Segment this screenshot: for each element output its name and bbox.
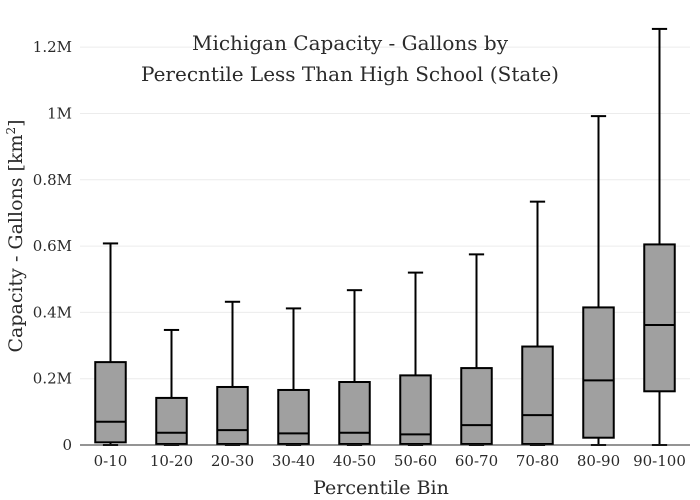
y-axis-title-superscript: 2: [4, 127, 18, 135]
box-40-50: [338, 289, 371, 446]
interquartile-box: [643, 243, 676, 393]
box-30-40: [277, 307, 310, 446]
x-tick-label: 70-80: [516, 452, 559, 470]
y-tick-label: 0.6M: [33, 237, 72, 255]
interquartile-box: [460, 367, 493, 446]
y-axis-title-main: Capacity - Gallons [km: [5, 135, 27, 353]
y-tick-label: 0: [62, 436, 72, 454]
y-axis-title-end: ]: [5, 119, 27, 126]
y-tick-labels: 0 0.2M 0.4M 0.6M 0.8M 1M 1.2M: [33, 38, 72, 454]
y-tick-label: 0.8M: [33, 171, 72, 189]
y-axis-title: Capacity - Gallons [km2]: [4, 119, 27, 352]
box-60-70: [460, 253, 493, 446]
x-tick-label: 80-90: [577, 452, 620, 470]
x-tick-label: 50-60: [394, 452, 437, 470]
box-10-20: [155, 328, 188, 446]
interquartile-box: [94, 361, 127, 444]
chart-title-line-2: Perecntile Less Than High School (State): [141, 62, 559, 86]
box-50-60: [399, 271, 432, 446]
box-series: [94, 27, 676, 446]
box-70-80: [521, 200, 554, 446]
x-tick-label: 60-70: [455, 452, 498, 470]
interquartile-box: [521, 345, 554, 446]
interquartile-box: [216, 385, 249, 446]
box-90-100: [643, 27, 676, 446]
y-tick-label: 0.4M: [33, 303, 72, 321]
box-80-90: [582, 115, 615, 446]
x-tick-label: 30-40: [272, 452, 315, 470]
x-tick-label: 90-100: [633, 452, 686, 470]
interquartile-box: [338, 381, 371, 446]
interquartile-box: [155, 396, 188, 446]
box-0-10: [94, 242, 127, 446]
x-axis-title: Percentile Bin: [313, 477, 449, 499]
y-tick-label: 0.2M: [33, 370, 72, 388]
box-20-30: [216, 300, 249, 446]
x-tick-label: 10-20: [150, 452, 193, 470]
interquartile-box: [399, 374, 432, 446]
x-tick-label: 0-10: [94, 452, 128, 470]
x-tick-labels: 0-10 10-20 20-30 30-40 40-50 50-60 60-70 70-80 8…: [94, 452, 686, 470]
interquartile-box: [277, 388, 310, 446]
x-tick-label: 20-30: [211, 452, 254, 470]
y-tick-label: 1.2M: [33, 38, 72, 56]
x-tick-label: 40-50: [333, 452, 376, 470]
y-tick-label: 1M: [47, 104, 72, 122]
interquartile-box: [582, 306, 615, 439]
chart-title-line-1: Michigan Capacity - Gallons by: [192, 31, 509, 55]
